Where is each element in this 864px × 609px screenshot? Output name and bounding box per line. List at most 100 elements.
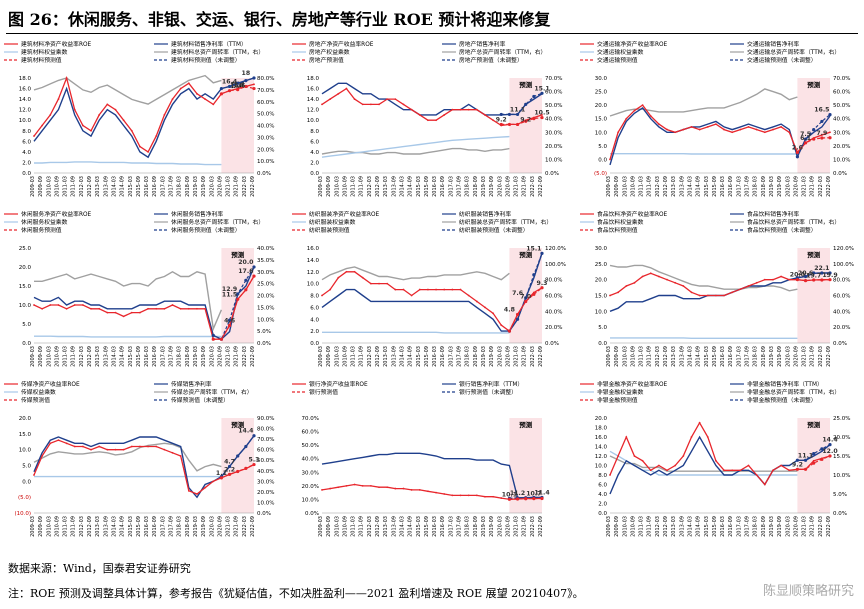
x-tick-label: 2021-09 [810, 346, 816, 367]
series-point [723, 128, 725, 131]
x-tick-label: 2017-03 [160, 176, 166, 197]
x-tick-label: 2013-03 [383, 346, 389, 367]
series-point [763, 131, 766, 134]
y2-tick-label: 0.0% [257, 171, 271, 177]
x-tick-label: 2018-09 [473, 346, 479, 367]
y-tick-label: 30.0 [595, 76, 608, 82]
series-point [698, 128, 701, 131]
y2-tick-label: 20.0% [833, 435, 850, 441]
x-tick-label: 2017-03 [448, 346, 454, 367]
x-tick-label: 2015-03 [704, 346, 710, 367]
series-point [114, 311, 117, 314]
y2-tick-label: 40.0% [257, 124, 274, 130]
series-point [361, 484, 364, 487]
x-tick-label: 2017-09 [169, 176, 175, 197]
x-tick-label: 2010-03 [622, 176, 628, 197]
y2-tick-label: 90.0% [257, 416, 274, 422]
y2-tick-label: 25.0% [833, 416, 850, 422]
series-point [515, 122, 520, 127]
series-point [139, 311, 141, 314]
series-point [179, 455, 182, 457]
series-point [715, 294, 717, 297]
x-tick-label: 2019-03 [769, 176, 775, 197]
series-point [484, 495, 486, 498]
x-tick-label: 2012-03 [367, 516, 373, 537]
x-tick-label: 2018-03 [177, 176, 183, 197]
x-tick-label: 2015-09 [712, 516, 718, 537]
x-tick-label: 2017-03 [160, 516, 166, 537]
series-point [236, 292, 240, 296]
series-line [797, 444, 831, 461]
series-point [633, 109, 636, 112]
x-tick-label: 2011-09 [359, 176, 365, 197]
series-point [345, 484, 348, 487]
x-tick-label: 2011-03 [351, 346, 357, 367]
y-tick-label: 5.0 [598, 144, 607, 150]
y2-tick-label: 60.0% [257, 448, 274, 454]
series-point [772, 469, 774, 472]
y-tick-label: 20.0 [19, 265, 32, 271]
figure-title: 图 26：休闲服务、非银、交运、银行、房地产等行业 ROE 预计将迎来修复 [8, 10, 551, 29]
x-tick-label: 2014-09 [408, 176, 414, 197]
series-point [812, 278, 816, 282]
y-tick-label: 14.0 [19, 97, 32, 103]
x-tick-label: 2021-03 [226, 346, 232, 367]
x-tick-label: 2015-09 [424, 176, 430, 197]
legend-label: 交通运输净资产收益率ROE [597, 40, 668, 48]
legend-label: 传媒总资产周转率（TTM，右） [171, 388, 253, 396]
series-point [747, 285, 750, 287]
series-point [812, 461, 816, 465]
legend-label: 传媒销售净利率 [171, 380, 212, 388]
legend-label: 纺织服装权益乘数 [309, 218, 356, 226]
x-tick-label: 2020-09 [217, 176, 223, 197]
series-point [187, 489, 190, 492]
y2-tick-label: 120.0% [833, 246, 854, 252]
series-point [227, 472, 232, 476]
legend-label: 银行销售净利率（TTM） [459, 380, 523, 388]
series-point [641, 104, 644, 107]
x-tick-label: 2014-09 [696, 516, 702, 537]
series-point [321, 103, 323, 106]
series-point [690, 291, 693, 294]
legend-label: 银行净资产收益率ROE [309, 380, 368, 388]
x-tick-label: 2021-03 [514, 516, 520, 537]
data-label: 7.9 [816, 130, 827, 137]
y-tick-label: 4.0 [22, 150, 31, 156]
x-tick-label: 2015-03 [416, 176, 422, 197]
legend-label: 休闲服务预测值（未调整） [171, 226, 241, 234]
series-point [378, 282, 380, 285]
x-tick-label: 2020-09 [505, 346, 511, 367]
series-point [418, 489, 421, 491]
series-point [484, 306, 486, 309]
series-point [219, 86, 224, 91]
series-point [106, 311, 109, 314]
series-point [715, 123, 717, 126]
series-point [252, 274, 256, 278]
series-point [212, 480, 215, 483]
data-label: 7.0 [520, 293, 532, 300]
y-tick-label: 8.0 [310, 129, 319, 135]
y-tick-label: 30.0% [302, 470, 319, 476]
x-tick-label: 2012-03 [655, 176, 661, 197]
x-tick-label: 2016-03 [720, 516, 726, 537]
series-point [772, 278, 774, 281]
series-point [617, 131, 620, 134]
series-point [507, 497, 512, 501]
series-point [682, 285, 685, 287]
series-point [467, 494, 470, 497]
legend-label: 建筑材料预测值（未调整） [171, 56, 241, 64]
series-line [508, 287, 543, 332]
y-tick-label: 10.0 [595, 309, 608, 315]
series-point [418, 114, 421, 116]
x-tick-label: 2010-03 [334, 346, 340, 367]
series-point [402, 103, 405, 106]
series-point [386, 282, 389, 285]
x-tick-label: 2011-09 [647, 176, 653, 197]
data-label: 19.7 [806, 273, 821, 280]
series-point [329, 98, 332, 101]
legend-label: 传媒权益乘数 [21, 388, 56, 396]
series-point [532, 497, 536, 501]
x-tick-label: 2010-03 [46, 176, 52, 197]
series-point [369, 484, 372, 487]
series-point [803, 467, 808, 471]
